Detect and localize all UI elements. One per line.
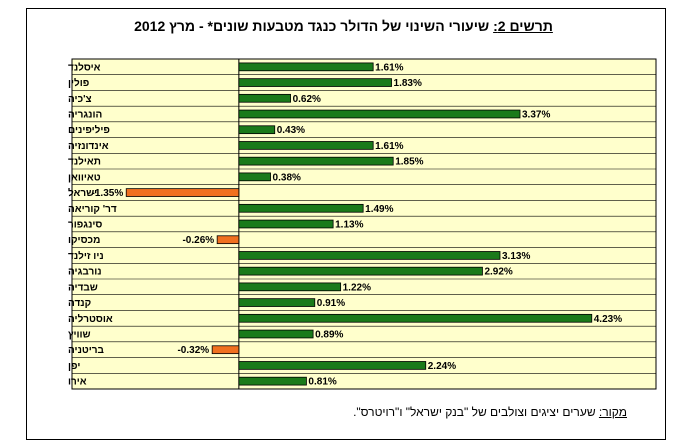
category-label: יפן xyxy=(68,361,80,372)
value-label: 1.49% xyxy=(365,204,393,215)
bar xyxy=(238,156,394,166)
bar xyxy=(125,188,240,197)
bar xyxy=(238,93,291,103)
plot-area xyxy=(71,58,657,390)
chart-title-text: שיעורי השינוי של הדולר כנגד מטבעות שונים… xyxy=(134,18,494,34)
category-label: פולין xyxy=(68,77,89,89)
chart-title-lead: תרשים 2: xyxy=(493,18,553,34)
category-label: פיליפינים xyxy=(68,124,110,136)
category-label: טאיוואן xyxy=(68,172,101,183)
value-label: 2.92% xyxy=(484,267,512,278)
category-label: ישראל xyxy=(68,187,97,199)
chart-title: תרשים 2: שיעורי השינוי של הדולר כנגד מטב… xyxy=(27,18,660,34)
category-label: שבדיה xyxy=(68,282,98,293)
value-label: 3.37% xyxy=(522,110,550,121)
source-note: מקור: שערים יציגים וצולבים של "בנק ישראל… xyxy=(353,405,627,419)
value-label: 0.91% xyxy=(317,298,345,309)
value-label: 3.13% xyxy=(502,251,530,262)
value-label: 0.89% xyxy=(315,330,343,341)
value-label: 1.85% xyxy=(395,157,423,168)
category-label: נורבגיה xyxy=(68,267,102,278)
source-note-text: שערים יציגים וצולבים של "בנק ישראל" ו"רו… xyxy=(353,405,599,419)
bar xyxy=(238,203,364,213)
value-label: 1.83% xyxy=(394,78,422,89)
bar xyxy=(238,219,334,229)
value-label: 1.13% xyxy=(335,220,363,231)
category-label: ניו זילנד xyxy=(68,250,104,262)
bar xyxy=(216,235,240,245)
value-label: -0.32% xyxy=(177,345,209,356)
value-label: 2.24% xyxy=(428,361,456,372)
bar xyxy=(238,376,307,386)
bar xyxy=(238,251,501,260)
category-label: בריטניה xyxy=(68,345,105,356)
value-label: 0.62% xyxy=(293,94,321,105)
value-label: 0.81% xyxy=(308,377,336,388)
bar xyxy=(238,62,374,72)
bar xyxy=(238,78,392,87)
category-label: אירו xyxy=(68,377,87,388)
category-label: תאילנד xyxy=(68,156,101,168)
bar xyxy=(238,329,314,339)
bar xyxy=(211,345,240,355)
bar xyxy=(238,298,316,307)
bar xyxy=(238,141,374,150)
category-label: מכסיקו xyxy=(68,235,100,246)
value-label: 1.22% xyxy=(343,282,371,293)
value-label: 0.43% xyxy=(277,125,305,136)
value-label: -1.35% xyxy=(92,188,124,199)
value-label: 4.23% xyxy=(594,314,622,325)
category-label: אוסטרליה xyxy=(68,313,113,325)
category-label: קנדה xyxy=(68,298,91,309)
value-label: 1.61% xyxy=(375,62,403,73)
source-note-lead: מקור: xyxy=(598,405,627,419)
bar xyxy=(238,282,342,292)
bar xyxy=(238,109,521,119)
bar xyxy=(238,266,483,276)
category-label: איסלנד xyxy=(68,61,101,73)
value-label: -0.26% xyxy=(182,235,214,246)
category-label: סינגפור xyxy=(68,220,102,231)
bar xyxy=(238,361,427,370)
bar xyxy=(238,172,271,182)
bar xyxy=(238,313,593,323)
bar xyxy=(238,125,276,135)
category-label: הונגריה xyxy=(68,110,102,121)
category-label: שוויץ xyxy=(68,330,91,341)
category-label: אינדונזיה xyxy=(68,141,109,152)
category-label: דר' קוריאה xyxy=(68,204,117,215)
category-label: צ'כיה xyxy=(68,94,92,105)
value-label: 1.61% xyxy=(375,141,403,152)
value-label: 0.38% xyxy=(273,172,301,183)
